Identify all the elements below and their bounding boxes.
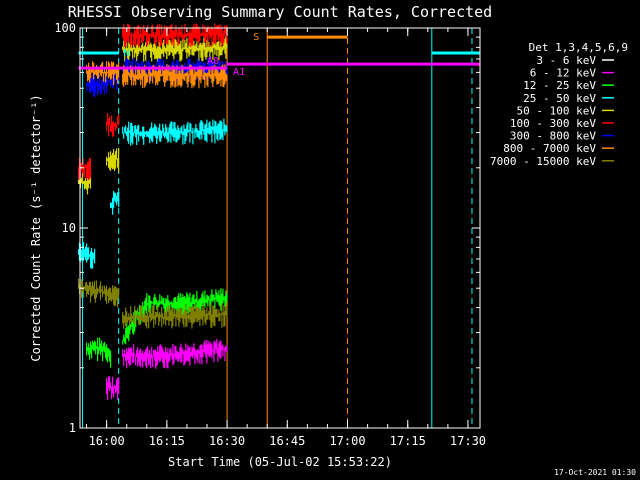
y-tick-label: 1: [69, 421, 76, 435]
legend-entry-label: 300 - 800 keV: [510, 130, 596, 143]
axes-ticks: 16:00 16:15 16:30 16:45 17:00 17:15 17:30 1 10 10…: [54, 21, 486, 448]
legend-entry-label: 12 - 25 keV: [523, 79, 596, 92]
series-trace-6: [122, 304, 228, 329]
flag-label: A1: [233, 67, 245, 78]
x-tick-label: 16:45: [269, 434, 305, 448]
flag-label: S: [253, 32, 259, 43]
legend-entry-label: 6 - 12 keV: [530, 67, 597, 80]
flag-label: A0: [207, 56, 219, 67]
series-trace-3: [106, 113, 120, 137]
series-trace-7: [106, 376, 120, 400]
series-trace-6: [77, 278, 120, 308]
flag-label: N: [124, 48, 130, 59]
series-trace-4: [86, 68, 112, 97]
legend-entry-label: 7000 - 15000 keV: [490, 155, 596, 168]
y-axis-label: Corrected Count Rate (s⁻¹ detector⁻¹): [29, 94, 43, 361]
x-tick-label: 16:30: [209, 434, 245, 448]
footer-timestamp: 17-Oct-2021 01:30: [554, 468, 636, 477]
flags-layer: N A0 A1 S: [78, 32, 480, 78]
x-tick-label: 17:30: [450, 434, 486, 448]
series-trace-7: [122, 338, 228, 369]
vlines-layer: [82, 28, 473, 428]
y-tick-label: 10: [62, 221, 76, 235]
x-tick-label: 17:00: [329, 434, 365, 448]
x-tick-label: 16:15: [149, 434, 185, 448]
series-trace-2: [106, 148, 120, 173]
series-trace-5: [122, 64, 228, 89]
series-trace-0: [122, 288, 228, 345]
legend-entry-label: 50 - 100 keV: [517, 104, 597, 117]
series-trace-1: [77, 242, 96, 269]
legend-entry-label: 800 - 7000 keV: [503, 142, 596, 155]
x-tick-label: 16:00: [89, 434, 125, 448]
series-layer: [77, 23, 228, 400]
legend-entry-label: 25 - 50 keV: [523, 92, 596, 105]
plot-frame: [79, 27, 481, 429]
legend-entry-label: 3 - 6 keV: [536, 54, 596, 67]
legend-title: Det 1,3,4,5,6,9: [529, 41, 628, 54]
legend-entry-label: 100 - 300 keV: [510, 117, 596, 130]
series-trace-1: [110, 191, 120, 215]
plot-area: N A0 A1 S 16:00 16:15 16:30 16:45 17:00 17:15 17:…: [54, 21, 486, 448]
x-tick-label: 17:15: [390, 434, 426, 448]
chart-title: RHESSI Observing Summary Count Rates, Co…: [68, 3, 492, 21]
y-tick-label: 100: [54, 21, 76, 35]
x-axis-label: Start Time (05-Jul-02 15:53:22): [168, 455, 392, 469]
series-trace-0: [86, 337, 112, 368]
series-trace-1: [122, 118, 228, 146]
series-trace-3: [122, 23, 228, 48]
series-trace-2: [122, 36, 228, 63]
